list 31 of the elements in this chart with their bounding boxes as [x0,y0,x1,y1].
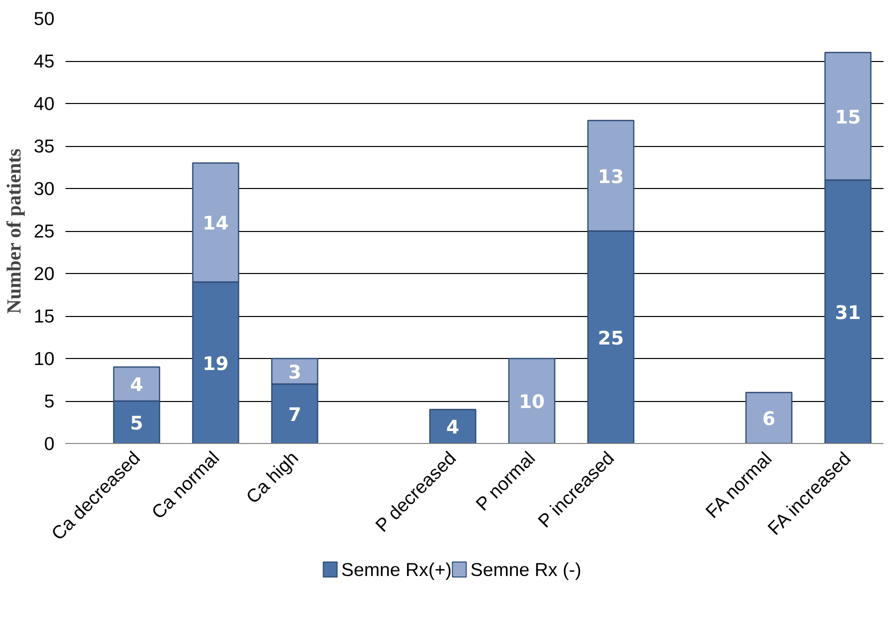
y-tick-label: 45 [34,50,55,72]
y-tick-label: 25 [34,220,55,242]
y-axis-title: Number of patients [4,148,26,314]
data-label: 19 [202,354,229,375]
bar [429,408,476,444]
data-label: 10 [518,392,545,413]
data-label: 13 [598,166,624,188]
data-label: 31 [834,302,861,324]
data-label: 3 [288,362,302,384]
legend-label: Semne Rx (-) [470,559,582,580]
y-tick-label: 35 [34,136,55,156]
y-tick-label: 20 [34,263,55,284]
bar [508,358,556,444]
data-label: 25 [598,328,624,350]
y-tick-label: 15 [34,306,55,326]
data-label: 4 [130,375,144,396]
legend-label: Semne Rx(+) [341,559,452,580]
data-label: 14 [202,214,229,234]
y-tick-label: 5 [44,390,55,412]
y-tick-label: 50 [34,8,55,29]
bar [745,392,792,444]
data-label: 6 [762,409,776,430]
data-label: 5 [130,413,144,434]
data-label: 4 [446,418,460,438]
x-tick-label: Ca high [242,447,302,508]
y-tick-label: 30 [34,178,55,199]
y-tick-label: 10 [34,348,55,369]
data-label: 15 [834,107,861,128]
y-tick-label: 40 [34,93,55,114]
y-tick-label: 0 [44,433,55,454]
data-label: 7 [288,404,302,426]
